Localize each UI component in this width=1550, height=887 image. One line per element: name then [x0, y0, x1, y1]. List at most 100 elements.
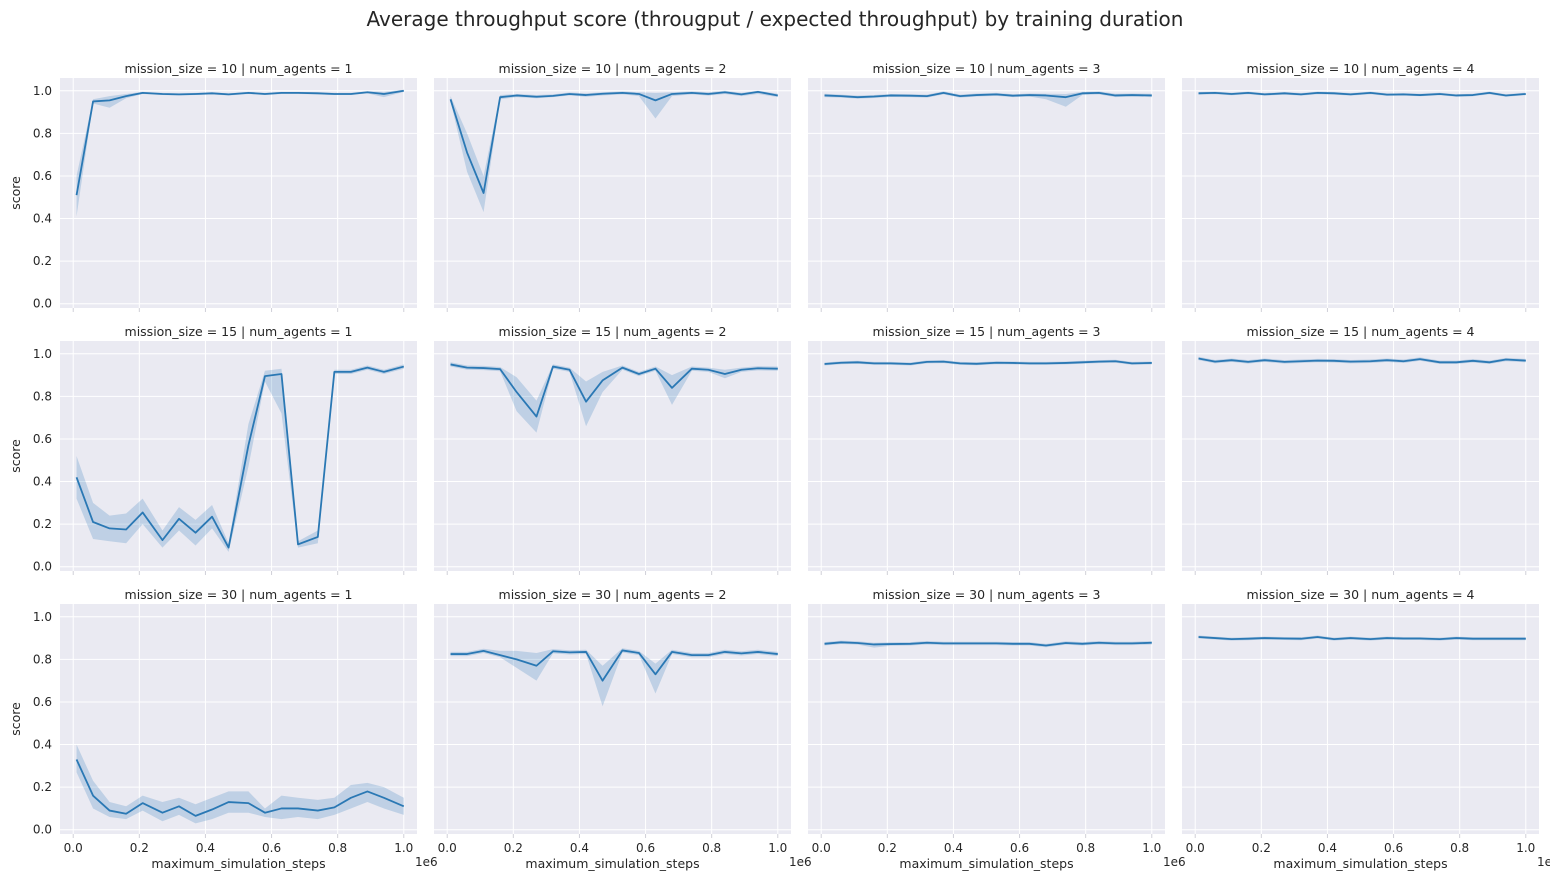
- facet-title: mission_size = 30 | num_agents = 3: [873, 587, 1101, 602]
- y-tick-label: 0.6: [33, 432, 52, 446]
- y-tick-label: 0.8: [33, 652, 52, 666]
- series-line: [75, 89, 404, 196]
- facet-title: mission_size = 30 | num_agents = 4: [1247, 587, 1475, 602]
- x-tick-label: 0.2: [878, 841, 897, 855]
- y-tick-label: 0.6: [33, 695, 52, 709]
- x-tick-label: 0.2: [504, 841, 523, 855]
- y-tick-label: 0.8: [33, 389, 52, 403]
- x-tick-label: 0.8: [1450, 841, 1469, 855]
- x-axis-label: maximum_simulation_steps: [151, 856, 325, 871]
- panel-background: [808, 78, 1165, 308]
- series-line: [75, 365, 405, 549]
- x-tick-label: 0.2: [130, 841, 149, 855]
- x-tick-label: 0.4: [1318, 841, 1337, 855]
- y-axis-label: score: [8, 439, 23, 473]
- figure-title: Average throughput score (througput / ex…: [367, 7, 1184, 31]
- facet-title: mission_size = 15 | num_agents = 3: [873, 324, 1101, 339]
- x-tick-label: 0.0: [1186, 841, 1205, 855]
- panel-background: [808, 341, 1165, 571]
- y-tick-label: 1.0: [33, 84, 52, 98]
- panel-background: [434, 341, 791, 571]
- panel-background: [60, 78, 417, 308]
- y-tick-label: 0.4: [33, 475, 52, 489]
- y-axis-label: score: [8, 702, 23, 736]
- x-tick-label: 0.0: [438, 841, 457, 855]
- panel-background: [434, 604, 791, 834]
- facet-panel: mission_size = 10 | num_agents = 1 0.0 0.2…: [8, 61, 417, 312]
- series-line: [1198, 92, 1526, 97]
- facet-panel: mission_size = 10 | num_agents = 3: [808, 61, 1165, 312]
- panel-background: [1182, 604, 1539, 834]
- x-tick-label: 0.6: [636, 841, 655, 855]
- series-line: [1198, 636, 1526, 641]
- x-tick-label: 0.6: [1384, 841, 1403, 855]
- confidence-band: [450, 362, 778, 433]
- facet-panel: mission_size = 10 | num_agents = 4: [1182, 61, 1539, 312]
- facet-panel: mission_size = 30 | num_agents = 3 0.0 0.2…: [808, 587, 1186, 871]
- x-offset-label: 1e6: [1537, 855, 1550, 869]
- x-offset-label: 1e6: [789, 855, 812, 869]
- facet-title: mission_size = 15 | num_agents = 4: [1247, 324, 1475, 339]
- confidence-band: [76, 89, 404, 217]
- confidence-band: [76, 364, 404, 552]
- y-tick-label: 0.6: [33, 169, 52, 183]
- facet-title: mission_size = 15 | num_agents = 2: [499, 324, 727, 339]
- x-tick-label: 0.0: [812, 841, 831, 855]
- y-tick-label: 0.8: [33, 126, 52, 140]
- series-line: [75, 759, 405, 817]
- facet-title: mission_size = 15 | num_agents = 1: [125, 324, 353, 339]
- y-tick-label: 0.2: [33, 780, 52, 794]
- facet-grid: mission_size = 10 | num_agents = 1 0.0 0.2…: [8, 61, 1550, 871]
- x-tick-label: 1.0: [1142, 841, 1161, 855]
- facet-title: mission_size = 10 | num_agents = 1: [125, 61, 353, 76]
- x-tick-label: 0.8: [1076, 841, 1095, 855]
- series-line: [449, 90, 778, 194]
- x-tick-label: 1.0: [1516, 841, 1535, 855]
- y-tick-label: 0.4: [33, 738, 52, 752]
- panel-background: [434, 78, 791, 308]
- panel-background: [1182, 341, 1539, 571]
- series-line: [450, 363, 778, 418]
- x-axis-label: maximum_simulation_steps: [899, 856, 1073, 871]
- facet-title: mission_size = 10 | num_agents = 4: [1247, 61, 1475, 76]
- panel-background: [808, 604, 1165, 834]
- series-line: [1198, 357, 1526, 364]
- x-offset-label: 1e6: [415, 855, 438, 869]
- confidence-band: [450, 648, 778, 707]
- x-tick-label: 0.0: [64, 841, 83, 855]
- facet-panel: mission_size = 15 | num_agents = 1 0.0 0.2…: [8, 324, 417, 575]
- x-tick-label: 0.8: [328, 841, 347, 855]
- x-tick-label: 0.4: [570, 841, 589, 855]
- x-axis-label: maximum_simulation_steps: [525, 856, 699, 871]
- x-tick-label: 1.0: [394, 841, 413, 855]
- series-line: [824, 360, 1152, 365]
- facet-title: mission_size = 30 | num_agents = 1: [125, 587, 353, 602]
- facet-panel: mission_size = 15 | num_agents = 2: [434, 324, 791, 575]
- facet-panel: mission_size = 10 | num_agents = 2: [434, 61, 791, 312]
- confidence-band: [450, 90, 778, 213]
- x-tick-label: 0.4: [944, 841, 963, 855]
- x-tick-label: 0.8: [702, 841, 721, 855]
- facet-panel: mission_size = 15 | num_agents = 3: [808, 324, 1165, 575]
- facet-title: mission_size = 10 | num_agents = 3: [873, 61, 1101, 76]
- facet-title: mission_size = 10 | num_agents = 2: [499, 61, 727, 76]
- series-line: [824, 92, 1152, 99]
- facet-title: mission_size = 30 | num_agents = 2: [499, 587, 727, 602]
- facet-panel: mission_size = 30 | num_agents = 1 0.0 0.2…: [8, 587, 438, 871]
- y-tick-label: 0.0: [33, 823, 52, 837]
- y-tick-label: 0.2: [33, 254, 52, 268]
- panel-background: [1182, 78, 1539, 308]
- y-tick-label: 0.2: [33, 517, 52, 531]
- x-tick-label: 0.4: [196, 841, 215, 855]
- y-tick-label: 0.0: [33, 560, 52, 574]
- x-offset-label: 1e6: [1163, 855, 1186, 869]
- x-tick-label: 0.6: [262, 841, 281, 855]
- y-tick-label: 0.0: [33, 297, 52, 311]
- y-tick-label: 1.0: [33, 347, 52, 361]
- series-line: [450, 649, 778, 682]
- y-tick-label: 0.4: [33, 212, 52, 226]
- facet-panel: mission_size = 30 | num_agents = 2 0.0 0.2…: [434, 587, 812, 871]
- x-tick-label: 0.2: [1252, 841, 1271, 855]
- y-tick-label: 1.0: [33, 610, 52, 624]
